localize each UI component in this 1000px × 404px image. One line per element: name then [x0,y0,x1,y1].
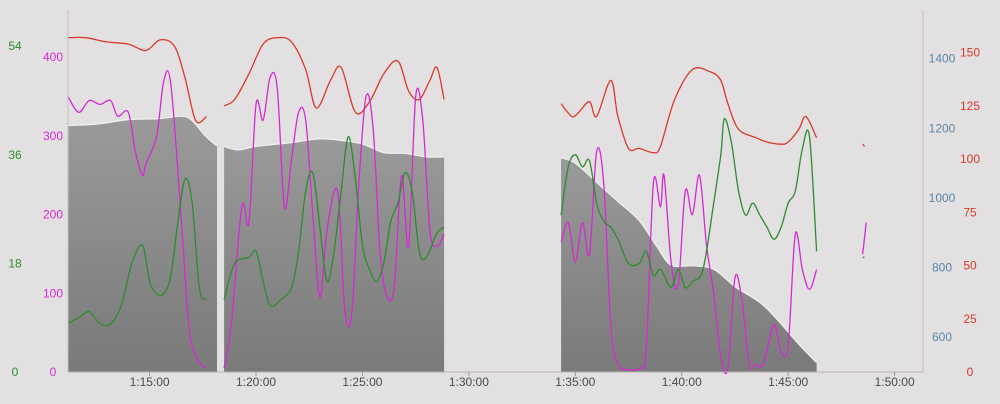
magenta-series-line-segment-1 [223,71,445,369]
red-axis-tick-label: 150 [960,46,980,60]
blue-axis-tick-label: 800 [932,261,952,275]
red-axis-tick-label: 125 [960,99,980,113]
red-series-line-segment-0 [67,36,207,124]
x-tick-label: 1:25:00 [342,375,382,389]
magenta-axis-tick-label: 100 [43,286,63,300]
magenta-series-line-segment-2 [560,146,818,375]
red-series-line-segment-1 [223,36,445,115]
red-axis-tick-label: 75 [963,205,977,219]
x-tick-label: 1:35:00 [555,375,595,389]
magenta-series-line-segment-3 [862,222,867,255]
x-tick-label: 1:30:00 [449,375,489,389]
x-tick-label: 1:50:00 [875,375,915,389]
elevation-area-segment-0 [68,116,217,372]
red-axis-tick-label: 0 [967,365,974,379]
x-tick-label: 1:40:00 [662,375,702,389]
magenta-axis-tick-label: 300 [43,129,63,143]
x-tick-label: 1:45:00 [768,375,808,389]
green-axis-tick-label: 18 [8,256,22,270]
green-series-line-segment-0 [67,177,207,327]
red-axis-tick-label: 100 [960,152,980,166]
green-axis-tick-label: 36 [8,148,22,162]
y-axis-ticks: 0 18 36 54 0 100 200 300 400 600 800 1000 1200 1400 0 2… [8,39,980,379]
line-layer [67,36,867,375]
red-series-line-segment-3 [862,143,866,147]
red-series-line-segment-2 [560,67,818,154]
blue-axis-tick-label: 1400 [929,52,956,66]
blue-axis-tick-label: 600 [932,330,952,344]
x-tick-label: 1:20:00 [236,375,276,389]
green-series-line-segment-1 [223,136,445,307]
red-axis-tick-label: 25 [963,312,977,326]
elevation-area-edge-0 [67,115,218,147]
green-series-line-segment-2 [560,117,818,289]
magenta-series-line-segment-0 [67,70,207,369]
elevation-area-segment-2 [561,157,817,372]
elevation-area-edge-2 [560,157,818,364]
red-axis-tick-label: 50 [963,259,977,273]
green-axis-tick-label: 0 [12,365,19,379]
x-tick-label: 1:15:00 [130,375,170,389]
magenta-axis-tick-label: 200 [43,208,63,222]
magenta-axis-tick-label: 400 [43,50,63,64]
blue-axis-tick-label: 1200 [929,121,956,135]
blue-axis-tick-label: 1000 [929,191,956,205]
magenta-axis-tick-label: 0 [50,365,57,379]
green-axis-tick-label: 54 [8,39,22,53]
x-axis-ticks: 1:15:00 1:20:00 1:25:00 1:30:00 1:35:00 1:40:… [130,372,915,389]
elevation-area-edge-1 [223,138,445,158]
